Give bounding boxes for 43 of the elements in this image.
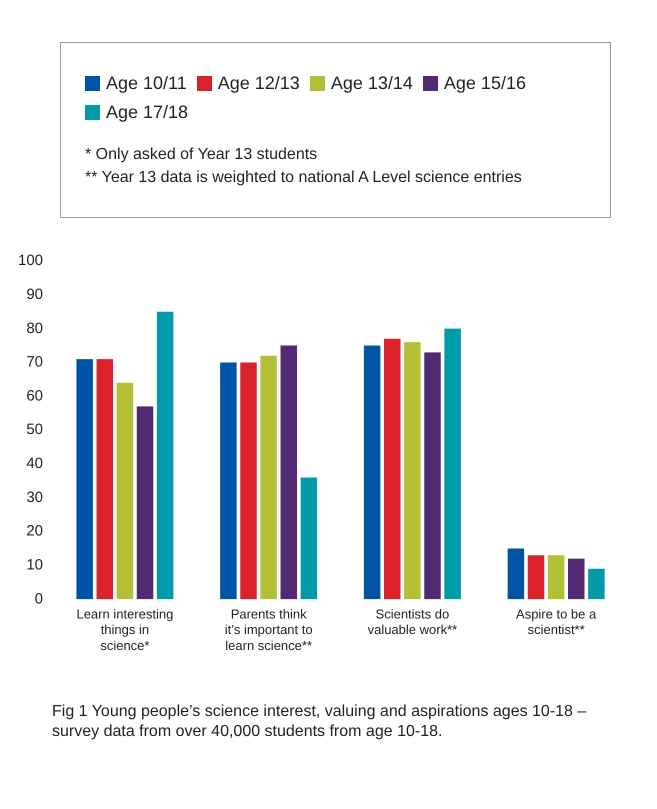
bar	[528, 555, 544, 600]
bar	[444, 328, 461, 600]
x-tick-label: Scientists do valuable work**	[368, 606, 458, 638]
bar	[76, 359, 93, 600]
bar	[588, 568, 605, 600]
text: ** Year 13 data is weighted to national A Level science entries	[85, 168, 523, 188]
legend-label: Age 15/16	[444, 73, 526, 94]
bar	[136, 406, 154, 600]
y-tick-label: 30	[26, 488, 44, 506]
y-tick-label: 70	[26, 354, 44, 371]
bar	[116, 382, 134, 600]
legend-label: Age 12/13	[218, 73, 300, 94]
caption: Fig 1 Young people’s science interest, valuing and aspirations ages 10-18 – survey data from over 40,000 students from age 10-18.	[52, 702, 588, 742]
bar	[508, 548, 524, 600]
bar	[96, 359, 114, 600]
y-tick-label: 10	[26, 556, 44, 574]
bar	[424, 352, 441, 600]
legend-label: Age 13/14	[330, 73, 413, 94]
x-tick-label: Parents think it’s important to learn science**	[224, 606, 313, 653]
y-tick-label: 20	[26, 522, 44, 540]
bar	[260, 356, 277, 600]
y-tick-label: 0	[34, 590, 44, 608]
y-tick-label: 80	[26, 320, 44, 337]
bar	[300, 477, 318, 600]
text: * Only asked of Year 13 students	[85, 145, 318, 165]
y-tick-label: 100	[18, 252, 44, 270]
x-tick-label: Aspire to be a scientist**	[516, 606, 598, 638]
y-tick-label: 40	[26, 455, 44, 472]
bar	[156, 312, 174, 600]
bar	[404, 342, 421, 600]
legend-label: Age 10/11	[106, 73, 187, 94]
bar	[240, 362, 257, 600]
y-tick-label: 50	[26, 421, 44, 438]
bar	[548, 555, 564, 600]
x-tick-label: Learn interesting things in science*	[76, 606, 174, 653]
bar	[280, 346, 298, 600]
legend-label: Age 17/18	[106, 102, 188, 123]
bar	[568, 558, 585, 600]
bar	[364, 346, 380, 600]
bar	[384, 338, 401, 600]
bar	[220, 362, 237, 600]
y-tick-label: 60	[26, 387, 44, 404]
y-tick-label: 90	[26, 286, 44, 303]
